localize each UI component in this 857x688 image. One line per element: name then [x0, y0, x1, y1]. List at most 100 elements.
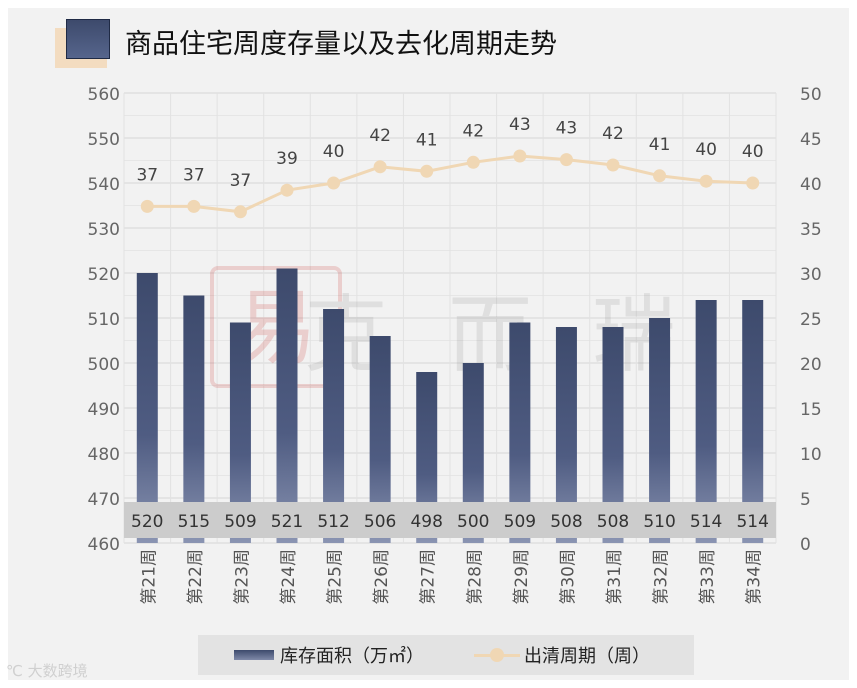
left-axis-ticks: 560 550 540 530 520 510 500 490 480 470 460: [88, 85, 120, 555]
bar-value-label: 514: [690, 512, 722, 532]
x-tick-label: 第21周: [139, 549, 159, 605]
line-value-label: 43: [556, 119, 578, 139]
bar: [555, 327, 577, 543]
line-value-label: 37: [183, 165, 205, 185]
line-point: [327, 176, 341, 190]
bar-value-label: 515: [178, 512, 210, 532]
bar: [462, 363, 484, 543]
bar-value-label: 508: [597, 512, 629, 532]
x-tick-label: 第26周: [372, 549, 392, 605]
bar: [323, 309, 345, 543]
bar: [369, 336, 391, 543]
value-label-band: [124, 502, 776, 538]
bar: [649, 318, 671, 543]
legend-bar-label: 库存面积（万㎡）: [280, 646, 424, 667]
left-tick-label: 480: [88, 445, 120, 465]
legend-item-cycle[interactable]: 出清周期（周）: [474, 642, 650, 668]
line-point: [280, 183, 294, 197]
x-tick-label: 第27周: [419, 549, 439, 605]
bar-value-label: 512: [317, 512, 349, 532]
right-tick-label: 30: [800, 265, 822, 285]
bar-value-labels: 520 515 509 521 512 506 498 500 509 508 508 510 514 5…: [131, 512, 769, 532]
right-tick-label: 50: [800, 85, 822, 105]
cycle-line: [147, 154, 753, 214]
bar-value-label: 506: [364, 512, 396, 532]
left-tick-label: 460: [88, 535, 120, 555]
footer-logo-icon: ℃: [6, 662, 23, 680]
bar-value-label: 509: [504, 512, 536, 532]
line-value-label: 42: [462, 121, 484, 141]
line-series: [140, 149, 760, 219]
bar: [276, 268, 298, 543]
line-value-label: 41: [416, 130, 438, 150]
line-value-label: 37: [136, 165, 158, 185]
left-tick-label: 510: [88, 310, 120, 330]
legend-line-swatch: [474, 645, 520, 665]
footer-text: 大数跨境: [27, 662, 88, 680]
x-tick-label: 第23周: [232, 549, 252, 605]
bar-value-label: 509: [224, 512, 256, 532]
right-tick-label: 40: [800, 175, 822, 195]
bar-value-label: 498: [410, 512, 442, 532]
line-value-label: 39: [276, 149, 298, 169]
line-point: [606, 158, 620, 172]
right-tick-label: 35: [800, 220, 822, 240]
x-tick-label: 第22周: [186, 549, 206, 605]
right-tick-label: 25: [800, 310, 822, 330]
line-point: [233, 205, 247, 219]
bar: [416, 372, 438, 543]
bar-series: [136, 268, 764, 543]
legend-bar-swatch: [234, 650, 274, 660]
right-tick-label: 0: [800, 535, 811, 555]
line-point: [187, 199, 201, 213]
line-point: [513, 149, 527, 163]
x-tick-label: 第32周: [652, 549, 672, 605]
line-value-label: 40: [323, 142, 345, 162]
bar-value-label: 510: [643, 512, 675, 532]
x-tick-label: 第30周: [558, 549, 578, 605]
line-point: [420, 164, 434, 178]
x-tick-label: 第24周: [279, 549, 299, 605]
left-tick-label: 530: [88, 220, 120, 240]
right-tick-label: 15: [800, 400, 822, 420]
bar: [229, 322, 251, 543]
right-tick-label: 20: [800, 355, 822, 375]
line-value-labels: 37 37 37 39 40 42 41 42 43 43 42 41 40 40: [136, 115, 763, 191]
bar: [183, 295, 205, 543]
left-tick-label: 470: [88, 490, 120, 510]
left-tick-label: 540: [88, 175, 120, 195]
left-tick-label: 520: [88, 265, 120, 285]
x-tick-label: 第33周: [698, 549, 718, 605]
x-tick-label: 第34周: [745, 549, 765, 605]
footer-watermark: ℃ 大数跨境: [6, 660, 88, 681]
left-tick-label: 490: [88, 400, 120, 420]
line-value-label: 40: [695, 140, 717, 160]
right-tick-label: 10: [800, 445, 822, 465]
title-marker-icon: [66, 19, 110, 59]
left-tick-label: 550: [88, 130, 120, 150]
line-point: [140, 199, 154, 213]
left-tick-label: 500: [88, 355, 120, 375]
bar: [509, 322, 531, 543]
bar-value-label: 520: [131, 512, 163, 532]
right-tick-label: 5: [800, 490, 811, 510]
line-point: [466, 155, 480, 169]
line-value-label: 40: [742, 142, 764, 162]
bar-value-label: 514: [736, 512, 768, 532]
line-value-label: 43: [509, 115, 531, 135]
legend: 库存面积（万㎡） 出清周期（周）: [198, 635, 694, 675]
x-tick-label: 第31周: [605, 549, 625, 605]
x-axis-labels: 第21周 第22周 第23周 第24周 第25周 第26周 第27周 第28周 第29周 第30周…: [139, 549, 764, 605]
left-tick-label: 560: [88, 85, 120, 105]
bar-value-label: 521: [271, 512, 303, 532]
line-value-label: 42: [602, 124, 624, 144]
right-tick-label: 45: [800, 130, 822, 150]
bar: [136, 273, 158, 543]
legend-line-label: 出清周期（周）: [524, 646, 650, 667]
line-value-label: 42: [369, 126, 391, 146]
legend-item-inventory[interactable]: 库存面积（万㎡）: [234, 642, 424, 668]
line-value-label: 37: [230, 171, 252, 191]
line-point: [699, 174, 713, 188]
